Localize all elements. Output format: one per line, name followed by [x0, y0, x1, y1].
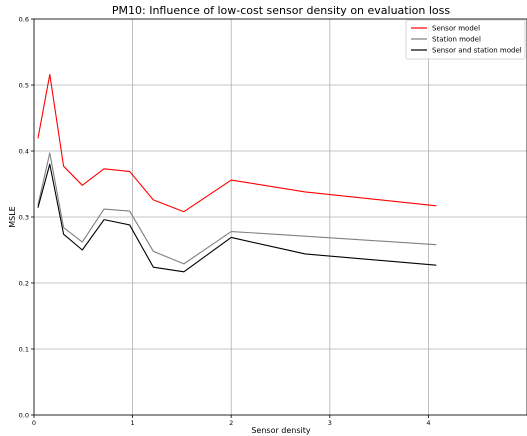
x-tick-label: 1	[131, 419, 135, 427]
x-tick-label: 4	[426, 419, 430, 427]
x-axis-label: Sensor density	[251, 426, 311, 435]
x-tick-label: 3	[328, 419, 332, 427]
x-tick-label: 0	[32, 419, 36, 427]
y-tick-label: 0.0	[19, 411, 29, 419]
y-tick-label: 0.1	[19, 345, 29, 353]
legend-label-1: Sensor model	[432, 25, 480, 33]
tick-layer: 0 1 2 3 4 0.0 0.1 0.2 0.3 0.4 0.5 0.6	[19, 15, 431, 427]
y-tick-label: 0.3	[19, 213, 29, 221]
series-line-1	[37, 73, 437, 213]
series-layer	[37, 73, 437, 273]
series-line-3	[37, 163, 437, 273]
y-axis-label: MSLE	[8, 206, 17, 228]
y-tick-label: 0.2	[19, 279, 29, 287]
x-tick-label: 2	[229, 419, 233, 427]
legend: Sensor model Station model Sensor and stat…	[405, 19, 526, 60]
chart-title: PM10: Influence of low-cost sensor densi…	[112, 4, 451, 17]
y-tick-label: 0.4	[19, 147, 29, 155]
legend-box	[405, 19, 526, 60]
y-tick-label: 0.6	[19, 15, 29, 23]
series-line-2	[37, 152, 437, 265]
grid-layer	[33, 18, 527, 416]
legend-label-3: Sensor and station model	[432, 47, 522, 55]
y-tick-label: 0.5	[19, 81, 29, 89]
legend-label-2: Station model	[432, 36, 481, 44]
